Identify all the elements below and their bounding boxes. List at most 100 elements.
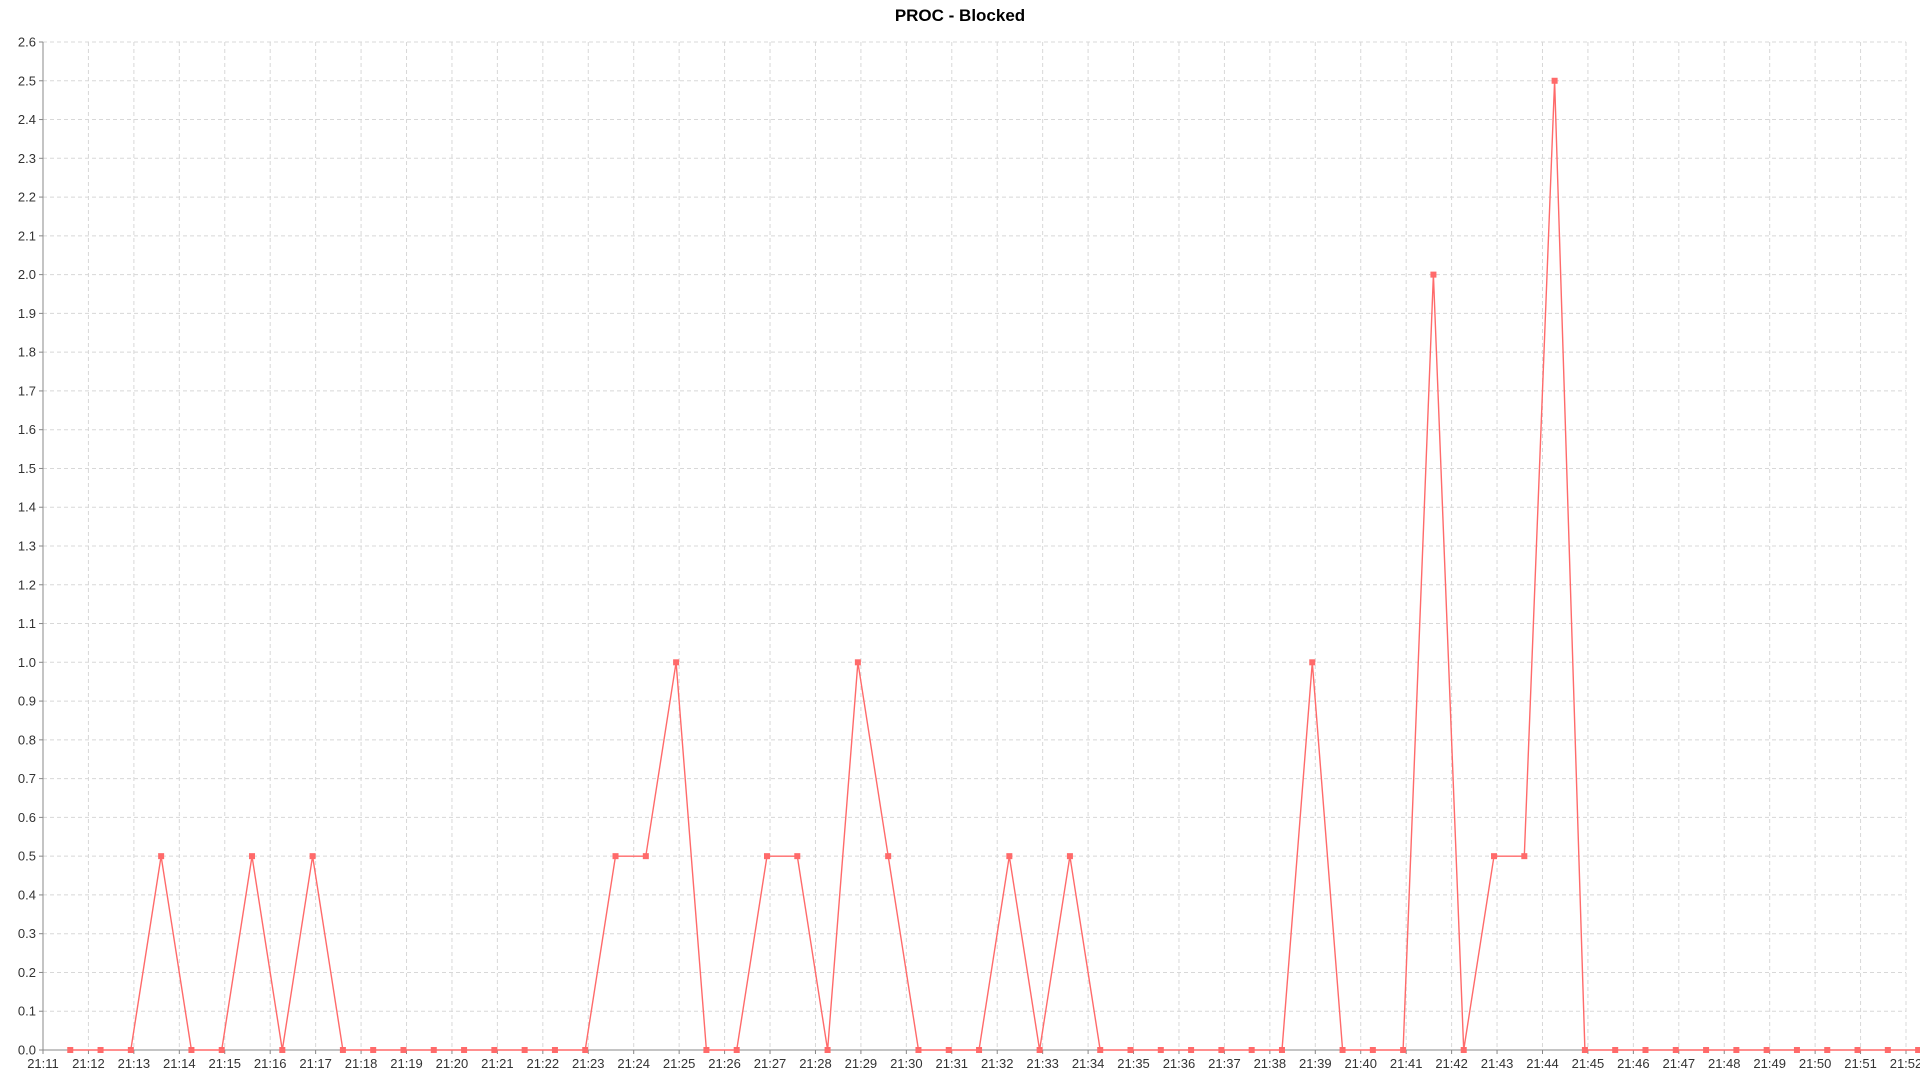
- data-point: [339, 1047, 346, 1053]
- x-tick-label: 21:42: [1435, 1056, 1468, 1071]
- data-point: [249, 853, 256, 860]
- data-point: [1915, 1047, 1920, 1053]
- data-point: [1066, 853, 1073, 860]
- y-tick-label: 1.8: [18, 345, 36, 360]
- data-point: [1460, 1047, 1467, 1053]
- data-point: [824, 1047, 831, 1053]
- x-tick-label: 21:48: [1708, 1056, 1741, 1071]
- x-tick-label: 21:24: [617, 1056, 650, 1071]
- data-point: [1521, 853, 1528, 860]
- data-point: [885, 853, 892, 860]
- y-tick-label: 1.0: [18, 655, 36, 670]
- data-point: [642, 853, 649, 860]
- series-line: [70, 80, 1919, 1051]
- data-point: [1278, 1047, 1285, 1053]
- data-point: [430, 1047, 437, 1053]
- y-tick-label: 2.3: [18, 151, 36, 166]
- x-tick-label: 21:33: [1026, 1056, 1059, 1071]
- data-point: [1097, 1047, 1104, 1053]
- y-tick-label: 1.7: [18, 383, 36, 398]
- data-point: [733, 1047, 740, 1053]
- y-tick-label: 0.6: [18, 810, 36, 825]
- x-tick-label: 21:52: [1890, 1056, 1920, 1071]
- x-tick-label: 21:30: [890, 1056, 923, 1071]
- data-point: [1006, 853, 1013, 860]
- data-point: [945, 1047, 952, 1053]
- x-tick-label: 21:41: [1390, 1056, 1423, 1071]
- x-tick-label: 21:44: [1526, 1056, 1559, 1071]
- x-tick-label: 21:18: [345, 1056, 378, 1071]
- x-tick-label: 21:43: [1481, 1056, 1514, 1071]
- data-point: [491, 1047, 498, 1053]
- y-tick-label: 0.1: [18, 1004, 36, 1019]
- data-point: [673, 659, 680, 666]
- data-point: [1309, 659, 1316, 666]
- y-tick-label: 2.6: [18, 35, 36, 50]
- x-tick-label: 21:21: [481, 1056, 514, 1071]
- x-tick-label: 21:39: [1299, 1056, 1332, 1071]
- y-tick-label: 0.4: [18, 887, 36, 902]
- y-tick-label: 1.4: [18, 500, 36, 515]
- data-point: [67, 1047, 74, 1053]
- data-point: [763, 853, 770, 860]
- data-point: [1763, 1047, 1770, 1053]
- x-tick-label: 21:36: [1163, 1056, 1196, 1071]
- x-tick-label: 21:23: [572, 1056, 605, 1071]
- x-tick-label: 21:19: [390, 1056, 423, 1071]
- x-tick-label: 21:22: [527, 1056, 560, 1071]
- y-tick-label: 0.0: [18, 1043, 36, 1058]
- data-point: [1793, 1047, 1800, 1053]
- x-tick-label: 21:29: [845, 1056, 878, 1071]
- x-tick-label: 21:32: [981, 1056, 1014, 1071]
- data-point: [1369, 1047, 1376, 1053]
- data-point: [158, 853, 165, 860]
- y-tick-label: 2.5: [18, 73, 36, 88]
- y-tick-label: 0.5: [18, 849, 36, 864]
- x-tick-label: 21:28: [799, 1056, 832, 1071]
- x-tick-label: 21:46: [1617, 1056, 1650, 1071]
- data-point: [915, 1047, 922, 1053]
- data-point: [976, 1047, 983, 1053]
- data-point: [703, 1047, 710, 1053]
- data-point: [1127, 1047, 1134, 1053]
- x-tick-label: 21:37: [1208, 1056, 1241, 1071]
- data-point: [1218, 1047, 1225, 1053]
- data-point: [1188, 1047, 1195, 1053]
- data-point: [188, 1047, 195, 1053]
- x-tick-label: 21:26: [708, 1056, 741, 1071]
- x-tick-label: 21:51: [1844, 1056, 1877, 1071]
- y-tick-label: 0.8: [18, 732, 36, 747]
- x-tick-label: 21:12: [72, 1056, 105, 1071]
- x-tick-label: 21:15: [208, 1056, 241, 1071]
- x-tick-label: 21:25: [663, 1056, 696, 1071]
- data-point: [1339, 1047, 1346, 1053]
- y-tick-label: 2.1: [18, 228, 36, 243]
- data-point: [218, 1047, 225, 1053]
- x-tick-label: 21:20: [436, 1056, 469, 1071]
- x-tick-label: 21:40: [1344, 1056, 1377, 1071]
- x-tick-label: 21:14: [163, 1056, 196, 1071]
- data-point: [127, 1047, 134, 1053]
- data-point: [1581, 1047, 1588, 1053]
- x-tick-label: 21:50: [1799, 1056, 1832, 1071]
- data-point: [1248, 1047, 1255, 1053]
- y-tick-label: 1.1: [18, 616, 36, 631]
- y-tick-label: 2.2: [18, 190, 36, 205]
- data-point: [461, 1047, 468, 1053]
- x-tick-label: 21:27: [754, 1056, 787, 1071]
- data-point: [551, 1047, 558, 1053]
- x-tick-label: 21:47: [1663, 1056, 1696, 1071]
- data-point: [794, 853, 801, 860]
- data-point: [1612, 1047, 1619, 1053]
- data-point: [400, 1047, 407, 1053]
- data-point: [521, 1047, 528, 1053]
- y-tick-label: 0.9: [18, 694, 36, 709]
- x-tick-label: 21:13: [118, 1056, 151, 1071]
- data-point: [1733, 1047, 1740, 1053]
- x-tick-label: 21:16: [254, 1056, 287, 1071]
- data-point: [279, 1047, 286, 1053]
- chart-title: PROC - Blocked: [894, 6, 1026, 25]
- data-point: [1036, 1047, 1043, 1053]
- y-tick-label: 1.5: [18, 461, 36, 476]
